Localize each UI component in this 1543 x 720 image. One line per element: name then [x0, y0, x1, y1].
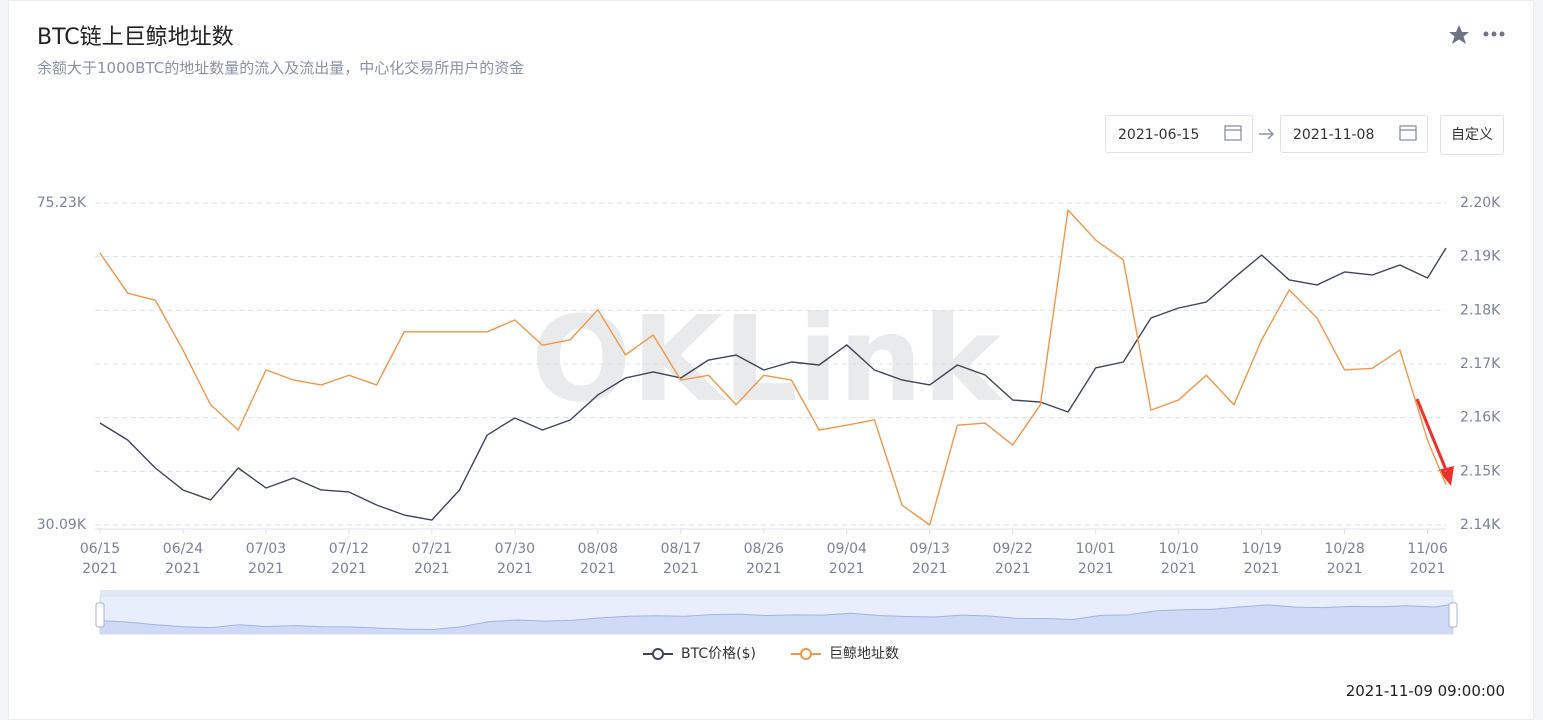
x-tick-label: 2021 — [1244, 561, 1280, 577]
custom-button[interactable]: 自定义 — [1440, 115, 1504, 155]
zoom-handle[interactable] — [1448, 602, 1458, 628]
zoom-handle[interactable] — [95, 602, 105, 628]
x-tick-label: 10/10 — [1158, 541, 1198, 557]
watermark: OKLink — [531, 290, 1003, 428]
y2-tick-label: 2.19K — [1460, 249, 1501, 265]
zoom-area — [100, 604, 1453, 634]
subtitle: 余额大于1000BTC的地址数量的流入及流出量，中心化交易所用户的资金 — [37, 59, 525, 77]
x-tick-label: 2021 — [82, 561, 118, 577]
series-line — [99, 209, 1447, 526]
title: BTC链上巨鲸地址数 — [37, 25, 234, 50]
x-tick-label: 07/30 — [495, 541, 535, 557]
y2-tick-label: 2.18K — [1460, 302, 1501, 318]
legend-marker — [799, 648, 812, 660]
y2-tick-label: 2.17K — [1460, 356, 1501, 372]
x-tick-label: 06/24 — [163, 541, 203, 557]
x-tick-label: 10/01 — [1075, 541, 1115, 557]
x-tick-label: 2021 — [414, 561, 450, 577]
x-tick-label: 09/22 — [993, 541, 1033, 557]
x-tick-label: 06/15 — [80, 541, 120, 557]
x-tick-label: 2021 — [248, 561, 284, 577]
x-tick-label: 10/19 — [1241, 541, 1281, 557]
y-tick-label: 30.09K — [37, 517, 87, 533]
more-icon[interactable] — [1483, 31, 1505, 37]
calendar-icon — [1224, 125, 1417, 141]
x-tick-label: 2021 — [663, 561, 699, 577]
x-tick-label: 2021 — [1327, 561, 1363, 577]
legend-label[interactable]: BTC价格($) — [681, 646, 756, 662]
legend-label[interactable]: 巨鲸地址数 — [829, 646, 899, 662]
x-tick-label: 2021 — [331, 561, 367, 577]
x-tick-label: 2021 — [1410, 561, 1446, 577]
legend-marker — [652, 648, 664, 660]
x-tick-label: 2021 — [497, 561, 533, 577]
arrow-icon — [1259, 128, 1275, 140]
x-tick-label: 09/13 — [910, 541, 950, 557]
x-tick-label: 2021 — [1161, 561, 1197, 577]
series-line — [99, 247, 1447, 521]
x-tick-label: 07/03 — [246, 541, 286, 557]
x-tick-label: 07/12 — [329, 541, 369, 557]
x-tick-label: 09/04 — [827, 541, 867, 557]
zoom-line — [99, 603, 1454, 631]
y-tick-label: 75.23K — [37, 195, 87, 211]
x-tick-label: 2021 — [580, 561, 616, 577]
y2-tick-label: 2.14K — [1460, 517, 1501, 533]
x-tick-label: 08/17 — [661, 541, 701, 557]
x-tick-label: 2021 — [165, 561, 201, 577]
zoom-top — [100, 590, 1453, 596]
y2-tick-label: 2.16K — [1460, 410, 1501, 426]
start-date[interactable]: 2021-06-15 — [1105, 115, 1253, 153]
x-tick-label: 08/08 — [578, 541, 618, 557]
x-tick-label: 2021 — [746, 561, 782, 577]
red-arrow — [1415, 398, 1454, 486]
x-tick-label: 2021 — [912, 561, 948, 577]
star-icon[interactable] — [1449, 25, 1469, 44]
x-tick-label: 10/28 — [1324, 541, 1364, 557]
y2-tick-label: 2.15K — [1460, 463, 1501, 479]
timestamp: 2021-11-09 09:00:00 — [1345, 682, 1505, 700]
x-tick-label: 2021 — [1078, 561, 1114, 577]
y2-tick-label: 2.20K — [1460, 195, 1501, 211]
x-tick-label: 08/26 — [744, 541, 784, 557]
x-tick-label: 07/21 — [412, 541, 452, 557]
x-tick-label: 2021 — [995, 561, 1031, 577]
x-tick-label: 2021 — [829, 561, 865, 577]
x-tick-label: 11/06 — [1407, 541, 1447, 557]
end-date[interactable]: 2021-11-08 — [1280, 115, 1428, 153]
